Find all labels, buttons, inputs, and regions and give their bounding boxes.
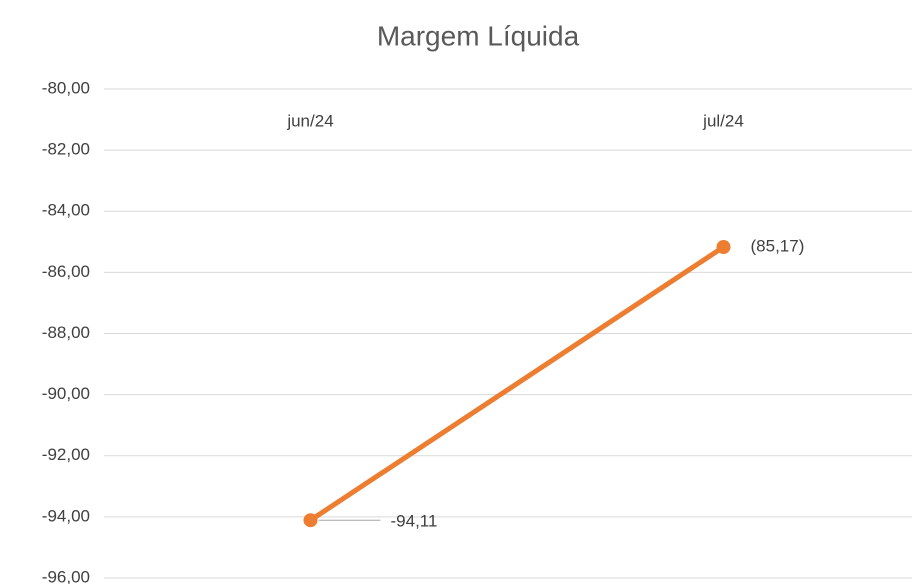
y-tick-label: -84,00 [42,201,90,220]
data-label: -94,11 [391,512,438,531]
y-tick-label: -82,00 [42,140,90,159]
series-line [308,244,726,523]
y-tick-label: -80,00 [42,78,90,97]
y-tick-label: -90,00 [42,384,90,403]
chart-title: Margem Líquida [377,20,580,51]
data-point [303,513,318,528]
data-point [716,240,731,255]
y-tick-label: -96,00 [42,567,90,584]
y-tick-label: -88,00 [42,323,90,342]
x-tick-label: jul/24 [702,111,744,130]
y-tick-label: -92,00 [42,445,90,464]
y-tick-label: -86,00 [42,262,90,281]
y-tick-label: -94,00 [42,506,90,525]
data-label: (85,17) [751,236,805,255]
x-tick-label: jun/24 [286,111,333,130]
